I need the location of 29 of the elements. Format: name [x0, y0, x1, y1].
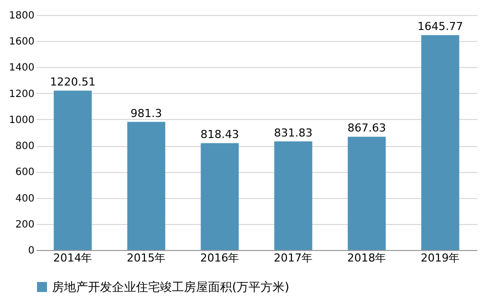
data-label: 981.3 — [130, 106, 162, 120]
data-label: 818.43 — [200, 128, 239, 142]
x-tick-label: 2014年 — [53, 252, 92, 264]
x-tick-label: 2016年 — [200, 252, 240, 264]
x-tick-label: 2019年 — [420, 252, 460, 264]
x-tick-label: 2018年 — [347, 252, 386, 264]
bar — [348, 136, 386, 250]
y-tick-label: 1200 — [9, 88, 34, 100]
x-tick-label: 2017年 — [274, 252, 313, 264]
legend-label: 房地产开发企业住宅竣工房屋面积(万平方米) — [52, 280, 290, 294]
y-tick-label: 400 — [15, 193, 34, 204]
x-tick-label: 2015年 — [126, 252, 166, 264]
y-tick-label: 0 — [28, 246, 34, 256]
data-label: 1220.51 — [50, 76, 96, 89]
y-tick-label: 1000 — [9, 114, 34, 126]
y-tick-label: 1400 — [9, 62, 34, 74]
data-label: 1645.77 — [418, 20, 463, 34]
bar — [54, 90, 92, 250]
data-label: 867.63 — [348, 122, 386, 135]
bar — [200, 143, 239, 250]
y-tick-label: 800 — [15, 141, 34, 152]
y-tick-label: 1800 — [9, 10, 34, 22]
y-tick-label: 200 — [15, 219, 34, 230]
bar — [127, 122, 166, 250]
bar — [421, 35, 460, 250]
data-label: 831.83 — [274, 126, 312, 140]
y-tick-label: 600 — [15, 167, 34, 178]
y-tick-label: 1600 — [9, 36, 34, 48]
bar — [274, 141, 312, 250]
